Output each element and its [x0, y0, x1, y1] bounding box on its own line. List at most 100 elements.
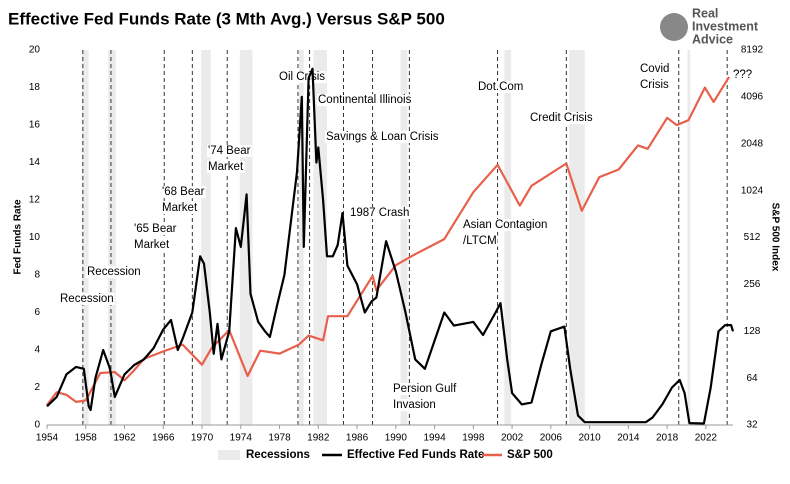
recession-band	[569, 50, 585, 425]
annotation: Persion Gulf	[393, 383, 457, 395]
x-tick-label: 2022	[695, 433, 718, 444]
annotation-bg	[59, 293, 115, 306]
recession-band	[298, 50, 304, 425]
annotation: Continental Illinois	[318, 94, 412, 106]
y-tick-label: 18	[29, 82, 41, 93]
annotation: /LTCM	[463, 235, 497, 247]
annotation: Invasion	[393, 399, 436, 411]
y-tick-label: 0	[34, 420, 40, 431]
annotation-bg	[529, 112, 594, 125]
annotation-bg	[477, 81, 525, 94]
annotation-bg	[639, 79, 670, 92]
x-tick-label: 1958	[75, 433, 98, 444]
x-tick-label: 1966	[152, 433, 175, 444]
y2-tick-label: 128	[744, 326, 761, 337]
y2-tick-label: 1024	[741, 185, 764, 196]
y-tick-label: 10	[29, 232, 41, 243]
y-tick-label: 12	[29, 195, 41, 206]
recession-band	[504, 50, 512, 425]
annotation: Covid	[640, 63, 669, 75]
y2-axis-title: S&P 500 Index	[769, 203, 780, 272]
y2-tick-label: 4096	[741, 92, 764, 103]
recession-band	[400, 50, 408, 425]
x-tick-label: 2002	[501, 433, 524, 444]
series-line	[46, 67, 735, 425]
y-tick-label: 4	[34, 345, 40, 356]
annotation: Recession	[87, 266, 141, 278]
recession-band	[81, 50, 89, 425]
y2-tick-label: 2048	[741, 138, 764, 149]
annotation-bg	[317, 94, 413, 107]
x-tick-label: 2018	[656, 433, 679, 444]
annotation: Credit Crisis	[530, 112, 593, 124]
annotation-bg	[349, 207, 411, 220]
x-tick-label: 1974	[230, 433, 253, 444]
x-tick-label: 1990	[385, 433, 408, 444]
recession-band	[313, 50, 328, 425]
x-tick-label: 1962	[113, 433, 136, 444]
annotation-bg	[207, 145, 252, 158]
annotation: '65 Bear	[134, 223, 177, 235]
annotation: ???	[733, 69, 752, 81]
x-tick-label: 1986	[346, 433, 369, 444]
annotation: Market	[208, 161, 244, 173]
annotation-bg	[462, 219, 549, 232]
annotation-bg	[639, 63, 671, 76]
annotation-bg	[207, 161, 245, 174]
recession-band	[108, 50, 116, 425]
x-tick-label: 1954	[36, 433, 59, 444]
x-tick-label: 1970	[191, 433, 214, 444]
annotation-bg	[732, 69, 754, 82]
y-tick-label: 6	[34, 307, 40, 318]
recession-band	[201, 50, 211, 425]
x-tick-label: 2006	[540, 433, 563, 444]
chart-title: Effective Fed Funds Rate (3 Mth Avg.) Ve…	[8, 9, 445, 28]
annotation: Recession	[60, 293, 114, 305]
legend-label: Recessions	[246, 449, 310, 461]
annotation: '74 Bear	[208, 145, 251, 157]
brand: Real	[692, 6, 718, 20]
annotation-bg	[392, 383, 459, 396]
annotation-bg	[278, 71, 327, 84]
y2-tick-label: 64	[746, 373, 758, 384]
annotation-bg	[392, 399, 437, 412]
annotation: Market	[134, 239, 170, 251]
x-tick-label: 1978	[268, 433, 291, 444]
y-tick-label: 16	[29, 120, 41, 131]
y-axis-title: Fed Funds Rate	[13, 199, 24, 274]
annotation: Dot.Com	[478, 81, 523, 93]
annotation: Crisis	[640, 79, 669, 91]
y2-tick-label: 32	[746, 420, 758, 431]
annotation-bg	[133, 239, 171, 252]
logo-icon	[660, 13, 688, 41]
annotation: Asian Contagion	[463, 219, 547, 231]
recession-band	[239, 50, 253, 425]
annotation-bg	[161, 202, 199, 215]
x-tick-label: 1994	[423, 433, 446, 444]
legend-label: S&P 500	[507, 449, 553, 461]
y-tick-label: 14	[29, 157, 41, 168]
brand: Advice	[692, 32, 733, 46]
annotation-bg	[462, 235, 498, 248]
y-tick-label: 2	[34, 382, 40, 393]
y2-tick-label: 512	[744, 232, 761, 243]
annotation: Savings & Loan Crisis	[326, 131, 439, 143]
x-tick-label: 2014	[617, 433, 640, 444]
annotation: 1987 Crash	[350, 207, 409, 219]
y2-tick-label: 256	[744, 279, 761, 290]
annotation-bg	[325, 131, 440, 144]
legend-label: Effective Fed Funds Rate	[347, 449, 484, 461]
y-tick-label: 8	[34, 270, 40, 281]
annotation: '68 Bear	[162, 186, 205, 198]
x-tick-label: 2010	[578, 433, 601, 444]
legend-swatch	[218, 450, 240, 460]
annotation: Market	[162, 202, 198, 214]
brand: Investment	[692, 19, 759, 33]
x-tick-label: 1998	[462, 433, 485, 444]
x-tick-label: 1982	[307, 433, 330, 444]
recession-band	[687, 50, 691, 425]
annotation-bg	[86, 266, 142, 279]
annotation: Oil Crisis	[279, 71, 325, 83]
y-tick-label: 20	[29, 45, 41, 56]
